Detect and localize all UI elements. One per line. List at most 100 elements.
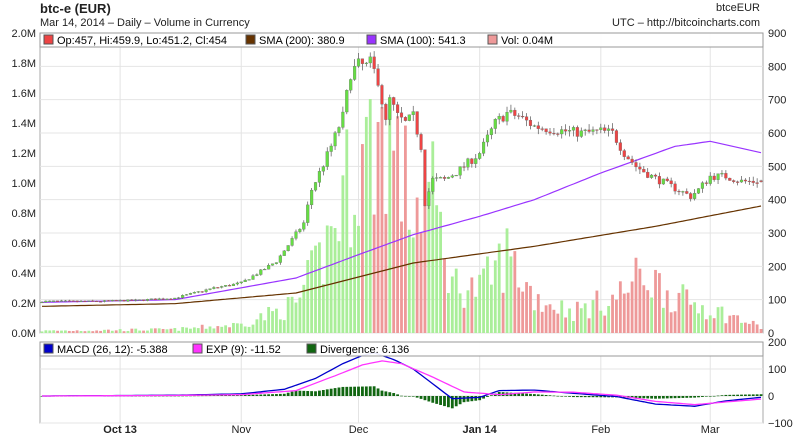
- volume-bar: [716, 307, 720, 333]
- candle-body: [599, 127, 603, 130]
- divergence-bar: [239, 395, 243, 396]
- candle-body: [235, 282, 239, 285]
- divergence-bar: [290, 391, 294, 396]
- volume-bar: [548, 304, 552, 333]
- volume-bar: [232, 322, 235, 333]
- volume-bar: [618, 281, 622, 333]
- chart-subtitle: Mar 14, 2014 – Daily – Volume in Currenc…: [40, 17, 250, 29]
- volume-bar: [255, 319, 259, 333]
- volume-bar: [52, 330, 56, 333]
- divergence-bar: [329, 388, 333, 396]
- candle-body: [184, 294, 189, 296]
- candle-body: [298, 229, 302, 232]
- volume-bar: [521, 291, 525, 333]
- candle-body: [349, 79, 353, 91]
- candle-body: [188, 293, 193, 295]
- macd-tick-label: 0: [768, 391, 774, 403]
- volume-bar: [349, 247, 353, 333]
- volume-bar: [755, 324, 759, 333]
- divergence-bar: [321, 390, 325, 396]
- candle-body: [708, 175, 712, 184]
- candle-body: [196, 291, 200, 293]
- divergence-bar: [333, 388, 337, 396]
- candle-body: [544, 128, 548, 133]
- divergence-bar: [314, 391, 317, 396]
- divergence-bar: [235, 395, 239, 396]
- volume-bar: [134, 328, 138, 333]
- divergence-bar: [532, 394, 536, 396]
- volume-bar: [357, 225, 360, 333]
- volume-bar: [75, 330, 79, 333]
- candle-body: [63, 300, 67, 302]
- candle-body: [122, 300, 126, 302]
- candle-body: [200, 291, 204, 293]
- candle-body: [364, 62, 368, 64]
- volume-bar: [740, 322, 743, 333]
- divergence-bar: [587, 396, 591, 398]
- candle-body: [204, 289, 208, 292]
- price-tick-label: 800: [768, 61, 786, 73]
- volume-bar: [149, 328, 153, 333]
- candle-body: [642, 168, 646, 173]
- volume-bar: [380, 107, 384, 333]
- volume-bar: [251, 324, 255, 333]
- volume-bar: [224, 325, 228, 333]
- divergence-bar: [751, 394, 755, 396]
- candle-body: [267, 265, 271, 270]
- candle-body: [653, 174, 658, 177]
- x-tick-label: Nov: [231, 424, 251, 436]
- candle-body: [618, 142, 622, 151]
- volume-bar: [400, 221, 403, 333]
- volume-bar: [118, 329, 122, 333]
- volume-bar: [720, 306, 724, 333]
- candle-body: [130, 299, 134, 301]
- volume-bar: [474, 296, 478, 333]
- volume-tick-label: 1.6M: [12, 88, 36, 100]
- volume-bar: [220, 326, 224, 333]
- divergence-bar: [681, 396, 685, 398]
- candle-body: [118, 300, 122, 302]
- volume-bar: [634, 257, 638, 333]
- price-tick-label: 400: [768, 195, 786, 207]
- volume-bar: [282, 320, 286, 333]
- divergence-bar: [650, 396, 654, 399]
- divergence-bar: [556, 395, 560, 397]
- candle-body: [423, 149, 427, 207]
- volume-bar: [286, 297, 290, 333]
- volume-bar: [486, 256, 489, 333]
- volume-bar: [44, 330, 48, 333]
- price-tick-label: 200: [768, 261, 786, 273]
- volume-bar: [427, 181, 431, 333]
- volume-bar: [235, 323, 239, 333]
- volume-tick-label: 0.0M: [12, 328, 36, 340]
- candle-body: [747, 180, 751, 182]
- symbol-label: btceEUR: [715, 2, 760, 14]
- candle-body: [693, 193, 697, 199]
- divergence-bar: [345, 386, 349, 396]
- divergence-bar: [228, 395, 231, 396]
- candle-body: [145, 299, 150, 301]
- volume-bar: [681, 284, 685, 333]
- candle-body: [313, 182, 318, 191]
- candle-body: [583, 129, 587, 131]
- divergence-bar: [704, 396, 708, 397]
- volume-bar: [603, 315, 607, 333]
- candle-body: [220, 286, 224, 288]
- divergence-bar: [525, 393, 528, 396]
- candle-body: [376, 68, 380, 86]
- volume-bar: [497, 243, 501, 333]
- candle-body: [48, 300, 52, 302]
- volume-bar: [157, 328, 161, 333]
- divergence-bar: [431, 396, 435, 403]
- candle-body: [302, 222, 306, 230]
- divergence-bar: [446, 396, 450, 408]
- candle-body: [720, 173, 724, 175]
- candle-body: [579, 130, 583, 137]
- divergence-bar: [263, 394, 267, 396]
- volume-tick-label: 0.2M: [12, 298, 36, 310]
- candle-body: [181, 295, 185, 298]
- volume-bar: [345, 129, 349, 333]
- divergence-bar: [247, 394, 251, 396]
- candle-body: [52, 300, 56, 302]
